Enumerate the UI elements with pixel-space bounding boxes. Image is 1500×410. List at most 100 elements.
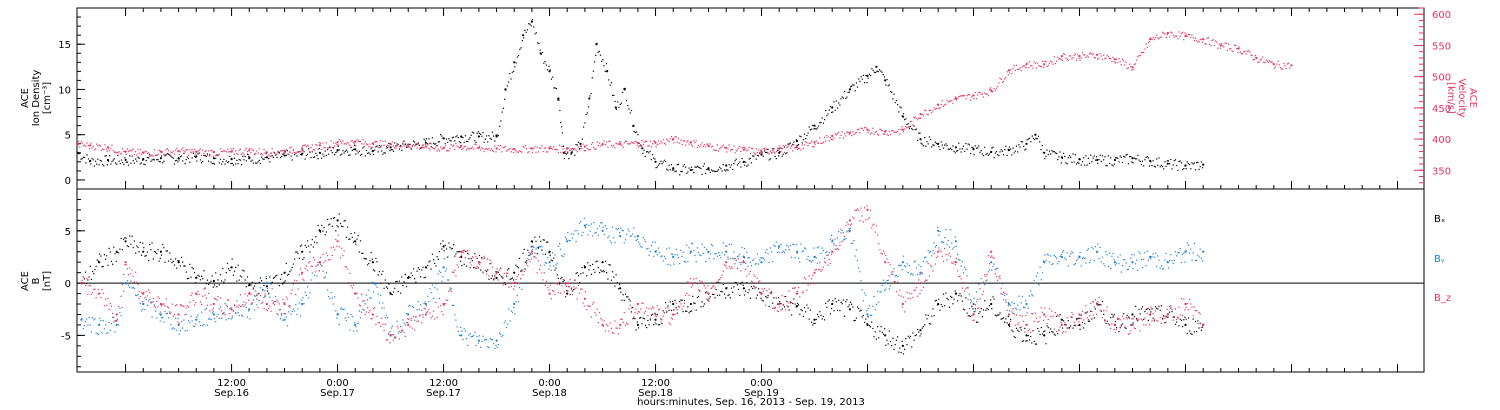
data-dot (436, 145, 438, 147)
data-dot (979, 311, 981, 313)
data-dot (205, 150, 207, 152)
data-dot (574, 288, 576, 290)
data-dot (197, 290, 199, 292)
data-dot (888, 130, 890, 132)
data-dot (922, 115, 925, 117)
data-dot (160, 155, 163, 157)
data-dot (239, 159, 241, 161)
data-dot (660, 160, 662, 162)
data-dot (644, 324, 647, 326)
data-dot (281, 314, 283, 316)
data-dot (531, 19, 534, 21)
data-point (990, 89, 993, 92)
data-dot (484, 269, 486, 271)
data-dot (435, 301, 437, 304)
data-dot (685, 294, 687, 296)
data-dot (809, 142, 811, 144)
data-dot (192, 325, 194, 327)
data-dot (539, 269, 541, 271)
data-point (115, 250, 118, 253)
data-dot (182, 160, 184, 162)
data-dot (261, 153, 263, 155)
data-dot (864, 82, 866, 84)
data-dot (752, 287, 754, 290)
data-dot (282, 319, 284, 321)
data-dot (957, 253, 959, 255)
data-point (1007, 302, 1011, 306)
data-dot (193, 272, 196, 274)
data-dot (278, 303, 280, 305)
data-dot (885, 130, 887, 132)
data-dot (460, 326, 462, 329)
data-dot (1149, 40, 1151, 43)
data-dot (490, 338, 492, 341)
data-dot (327, 255, 329, 257)
data-dot (902, 113, 905, 115)
data-dot (747, 164, 749, 166)
data-dot (741, 157, 743, 160)
data-dot (589, 95, 591, 97)
data-dot (948, 306, 950, 308)
data-dot (994, 152, 996, 154)
data-dot (815, 268, 817, 270)
data-dot (860, 207, 862, 209)
data-point (98, 261, 101, 264)
data-dot (856, 128, 859, 131)
data-dot (593, 146, 595, 148)
data-dot (945, 253, 947, 256)
data-dot (1094, 159, 1096, 161)
data-dot (944, 104, 946, 106)
data-dot (1048, 62, 1051, 64)
data-dot (624, 87, 626, 89)
data-dot (887, 134, 889, 136)
data-dot (786, 300, 788, 302)
data-dot (1165, 252, 1167, 254)
data-dot (685, 310, 687, 312)
data-dot (868, 305, 870, 307)
data-dot (462, 137, 464, 139)
data-dot (720, 290, 722, 293)
data-dot (523, 248, 525, 250)
data-dot (509, 278, 511, 280)
data-dot (1033, 279, 1035, 282)
data-dot (668, 247, 670, 249)
data-dot (521, 40, 523, 42)
data-dot (1220, 43, 1222, 45)
data-dot (170, 151, 172, 153)
data-dot (279, 309, 282, 311)
data-dot (730, 243, 733, 246)
data-dot (511, 148, 514, 150)
data-dot (703, 303, 705, 305)
data-dot (1133, 254, 1135, 256)
data-dot (1097, 304, 1099, 306)
data-dot (749, 270, 751, 272)
data-dot (1092, 301, 1094, 303)
data-dot (381, 307, 383, 309)
data-dot (431, 137, 433, 139)
data-dot (962, 95, 965, 97)
data-point (442, 245, 445, 248)
data-dot (408, 145, 410, 148)
data-dot (447, 256, 449, 258)
data-dot (101, 266, 103, 268)
data-dot (551, 290, 554, 292)
data-dot (796, 148, 799, 150)
data-dot (1177, 169, 1179, 171)
data-dot (93, 273, 95, 275)
data-dot (727, 169, 729, 171)
data-dot (103, 254, 105, 256)
data-dot (112, 263, 114, 265)
data-dot (864, 321, 866, 323)
data-dot (628, 308, 630, 310)
data-dot (1149, 165, 1151, 167)
data-dot (469, 262, 471, 264)
data-dot (1033, 61, 1035, 63)
data-dot (907, 123, 909, 125)
data-dot (382, 270, 384, 272)
data-dot (1145, 308, 1147, 311)
data-dot (1198, 327, 1200, 329)
data-point (884, 282, 887, 285)
data-dot (394, 287, 396, 289)
data-dot (803, 247, 806, 249)
data-dot (338, 323, 340, 325)
